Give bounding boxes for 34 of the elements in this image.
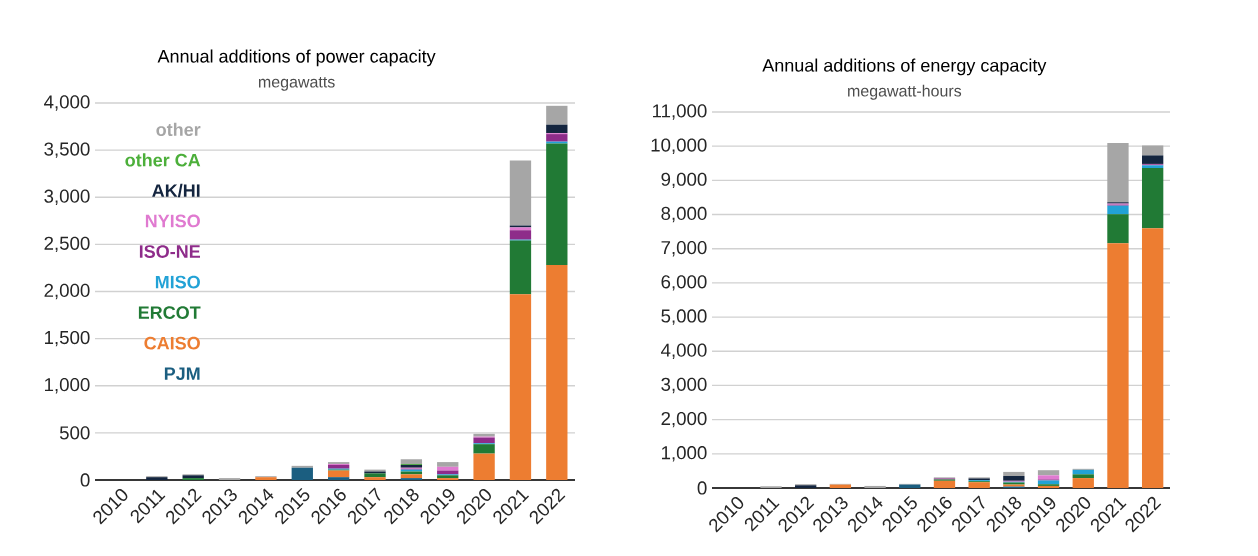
y-tick-label: 8,000 [661, 206, 707, 223]
y-tick-label: 7,000 [661, 240, 707, 257]
y-tick-label: 3,000 [661, 377, 707, 394]
y-tick-label: 6,000 [661, 275, 707, 291]
chart-subtitle: megawatt-hours [848, 84, 962, 100]
text: AK/HI [152, 183, 200, 198]
y-tick-label: 2,000 [661, 411, 707, 428]
y-tick-label: 0 [697, 481, 707, 495]
y-tick-label: 11,000 [653, 104, 707, 120]
text: other CA [125, 153, 201, 167]
text: ISO-NE [139, 245, 201, 258]
text: other [156, 122, 201, 136]
text: MISO [155, 275, 200, 289]
y-tick-label: 0 [80, 473, 90, 487]
y-tick-label: 1,000 [662, 446, 707, 462]
y-tick-label: 4,000 [44, 95, 90, 111]
chart-title: Annual additions of power capacity [157, 49, 436, 67]
text: CAISO [144, 336, 200, 350]
chart-title: Annual additions of energy capacity [762, 58, 1047, 76]
y-tick-label: 2,000 [44, 283, 90, 300]
y-tick-label: 3,000 [44, 189, 90, 205]
y-tick-label: 10,000 [651, 138, 707, 154]
y-tick-label: 1,000 [45, 378, 90, 394]
y-tick-label: 500 [59, 426, 90, 440]
y-tick-label: 5,000 [661, 309, 707, 325]
text: NYISO [145, 214, 200, 228]
text: PJM [164, 367, 200, 380]
text: ERCOT [138, 306, 201, 319]
y-tick-label: 3,500 [44, 142, 90, 158]
y-tick-label: 1,500 [45, 330, 90, 347]
y-tick-label: 9,000 [661, 172, 707, 189]
chart-subtitle: megawatts [258, 77, 335, 91]
y-tick-label: 4,000 [661, 343, 707, 359]
y-tick-label: 2,500 [44, 236, 90, 253]
